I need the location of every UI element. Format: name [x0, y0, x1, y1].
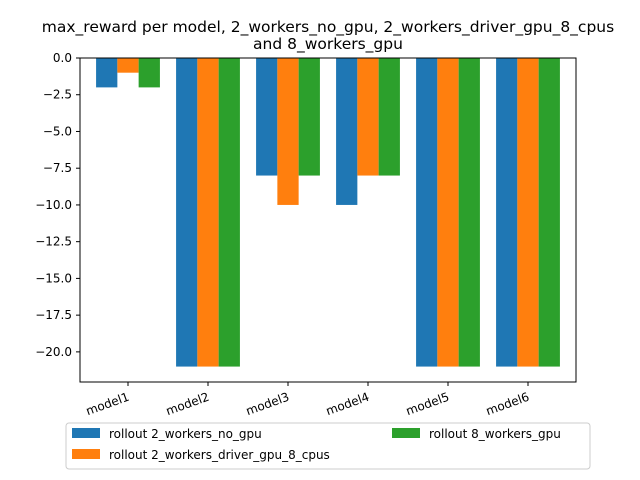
bar-model2-series-1: [176, 58, 198, 367]
bar-model1-series-2: [117, 58, 139, 73]
chart-title: max_reward per model, 2_workers_no_gpu, …: [42, 18, 614, 54]
bar-model1-series-1: [96, 58, 118, 88]
bar-model5-series-2: [437, 58, 459, 367]
bar-model4-series-1: [336, 58, 358, 205]
x-tick-label: model2: [164, 390, 211, 419]
bar-model3-series-3: [298, 58, 320, 176]
bar-model2-series-3: [218, 58, 240, 367]
y-tick-label: −5.0: [43, 124, 72, 138]
x-tick-label: model6: [484, 390, 531, 419]
x-tick-label: model4: [324, 390, 371, 419]
bar-model3-series-2: [277, 58, 299, 205]
bar-model4-series-2: [357, 58, 379, 176]
bar-model6-series-1: [496, 58, 518, 367]
legend-swatch-3: [392, 428, 420, 438]
legend-label-3: rollout 8_workers_gpu: [429, 427, 561, 441]
y-tick-label: −10.0: [35, 198, 72, 212]
y-tick-label: −2.5: [43, 88, 72, 102]
y-tick-label: −7.5: [43, 161, 72, 175]
y-tick-label: −15.0: [35, 271, 72, 285]
y-tick-label: 0.0: [53, 51, 72, 65]
x-tick-label: model5: [404, 390, 451, 419]
x-tick-label: model3: [244, 390, 291, 419]
legend-label-2: rollout 2_workers_driver_gpu_8_cpus: [109, 448, 330, 462]
bar-model5-series-1: [416, 58, 438, 367]
bar-model1-series-3: [138, 58, 160, 88]
bar-model6-series-2: [517, 58, 539, 367]
legend-swatch-2: [72, 449, 100, 459]
bars: [96, 58, 560, 367]
title-line-2: and 8_workers_gpu: [253, 35, 403, 54]
plot-frame: [79, 57, 577, 383]
y-tick-label: −12.5: [35, 235, 72, 249]
title-line-1: max_reward per model, 2_workers_no_gpu, …: [42, 18, 614, 37]
legend-label-1: rollout 2_workers_no_gpu: [109, 427, 262, 441]
y-tick-label: −17.5: [35, 308, 72, 322]
bar-model3-series-1: [256, 58, 278, 176]
bar-model5-series-3: [458, 58, 480, 367]
legend-box: [65, 422, 591, 470]
legend-swatch-1: [72, 428, 100, 438]
y-tick-label: −20.0: [35, 345, 72, 359]
bar-model6-series-3: [538, 58, 560, 367]
bar-model4-series-3: [378, 58, 400, 176]
x-tick-label: model1: [84, 390, 131, 419]
bar-model2-series-2: [197, 58, 219, 367]
